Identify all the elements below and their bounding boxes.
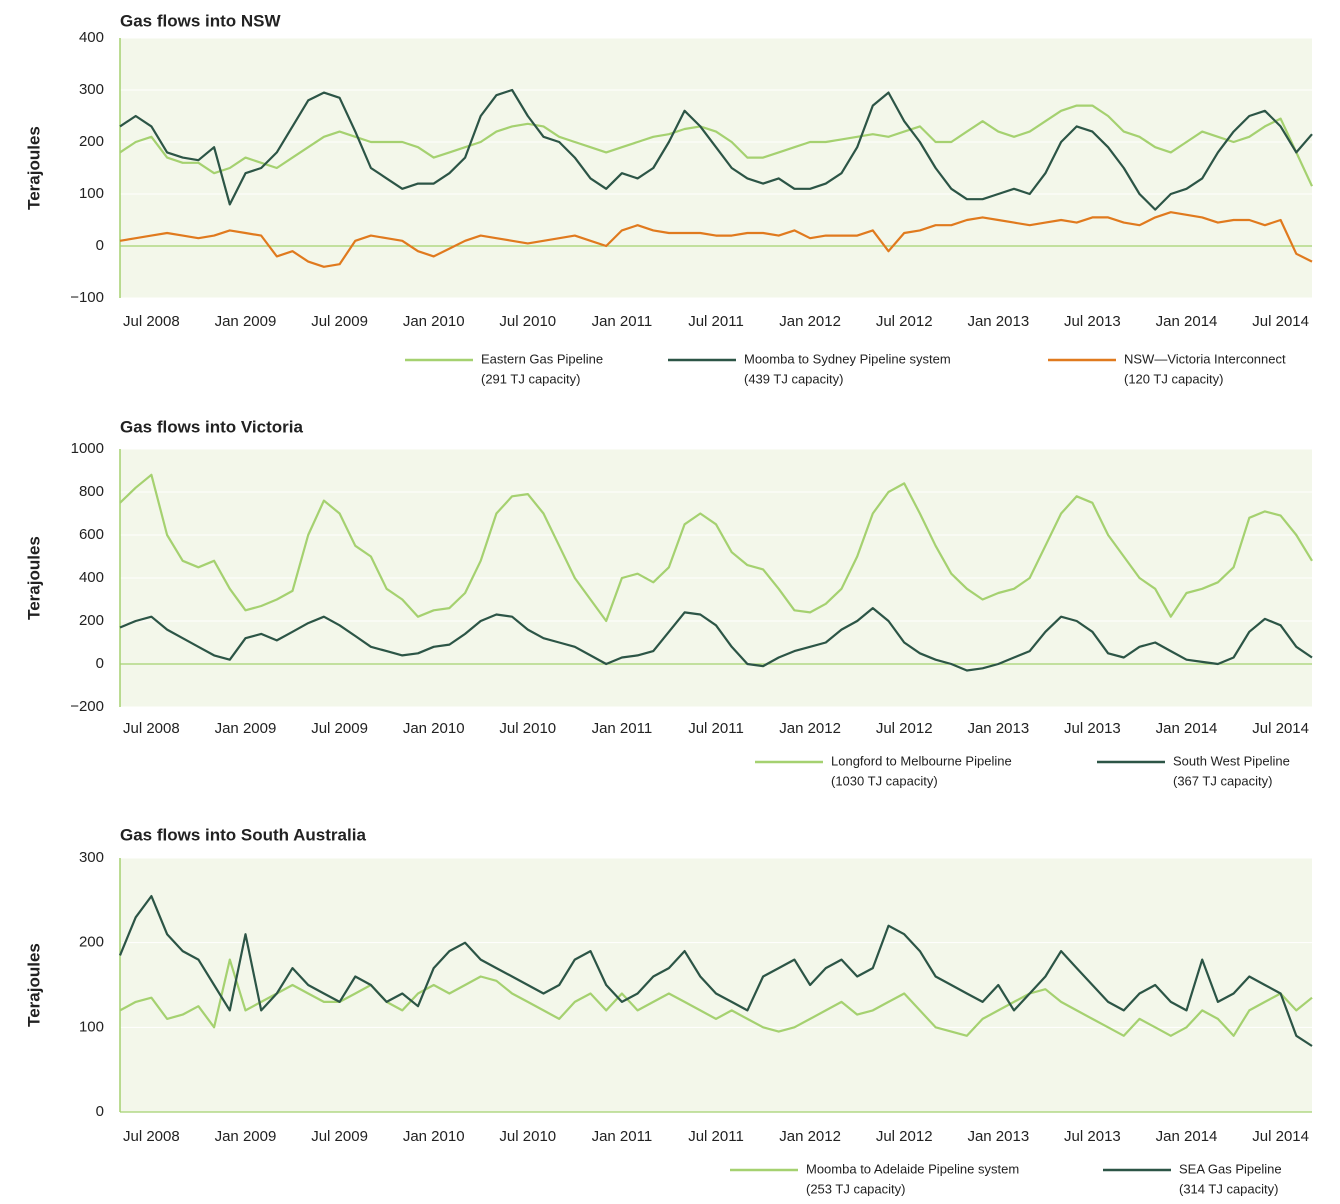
y-tick-label: 100 (79, 1018, 104, 1035)
x-tick-label: Jul 2010 (499, 720, 556, 737)
y-axis-title: Terajoules (24, 943, 43, 1027)
x-tick-label: Jul 2009 (311, 313, 368, 330)
y-tick-label: 0 (96, 1103, 104, 1120)
x-tick-label: Jul 2009 (311, 1128, 368, 1145)
x-tick-label: Jan 2011 (592, 313, 653, 330)
x-tick-label: Jan 2009 (215, 1128, 277, 1145)
y-tick-label: 100 (79, 185, 104, 202)
legend-capacity: (253 TJ capacity) (806, 1181, 905, 1196)
y-tick-label: 800 (79, 483, 104, 500)
x-tick-label: Jul 2014 (1252, 720, 1309, 737)
y-tick-label: −200 (70, 698, 104, 715)
series-line (119, 607, 1313, 672)
series-line (118, 895, 1313, 1047)
y-tick-label: 400 (79, 569, 104, 586)
x-tick-label: Jul 2013 (1064, 313, 1121, 330)
x-tick-label: Jan 2009 (215, 313, 277, 330)
x-tick-label: Jul 2012 (876, 1128, 933, 1145)
x-tick-label: Jan 2013 (967, 313, 1029, 330)
x-tick-label: Jan 2013 (967, 720, 1029, 737)
y-tick-label: 0 (96, 655, 104, 672)
series-line (119, 88, 1313, 211)
y-tick-label: 400 (79, 29, 104, 46)
y-axis-title: Terajoules (24, 126, 43, 210)
legend-label: Moomba to Adelaide Pipeline system (806, 1161, 1019, 1176)
legend-capacity: (314 TJ capacity) (1179, 1181, 1278, 1196)
chart-title: Gas flows into NSW (120, 11, 282, 30)
x-tick-label: Jan 2014 (1156, 720, 1218, 737)
legend-label: NSW—Victoria Interconnect (1124, 351, 1286, 366)
x-tick-label: Jan 2011 (592, 720, 653, 737)
series-line (119, 211, 1313, 268)
x-tick-label: Jul 2009 (311, 720, 368, 737)
x-tick-label: Jul 2014 (1252, 313, 1309, 330)
legend-capacity: (367 TJ capacity) (1173, 773, 1272, 788)
legend-label: Eastern Gas Pipeline (481, 351, 603, 366)
series-line (119, 104, 1313, 187)
y-tick-label: 300 (79, 81, 104, 98)
plot-area (120, 858, 1312, 1112)
chart-title: Gas flows into South Australia (120, 825, 366, 844)
legend-label: South West Pipeline (1173, 753, 1290, 768)
y-tick-label: 1000 (71, 440, 104, 457)
x-tick-label: Jul 2008 (123, 313, 180, 330)
y-tick-label: 600 (79, 526, 104, 543)
legend-capacity: (1030 TJ capacity) (831, 773, 938, 788)
legend-capacity: (291 TJ capacity) (481, 371, 580, 386)
y-tick-label: 300 (79, 849, 104, 866)
series-line (119, 958, 1313, 1037)
y-tick-label: 0 (96, 237, 104, 254)
x-tick-label: Jan 2013 (967, 1128, 1029, 1145)
y-tick-label: 200 (79, 934, 104, 951)
x-tick-label: Jul 2010 (499, 313, 556, 330)
x-tick-label: Jan 2014 (1156, 1128, 1218, 1145)
plot-area (120, 38, 1312, 298)
x-tick-label: Jul 2011 (688, 720, 744, 737)
x-tick-label: Jan 2010 (403, 313, 465, 330)
x-tick-label: Jan 2012 (779, 313, 841, 330)
x-tick-label: Jul 2008 (123, 720, 180, 737)
x-tick-label: Jan 2010 (403, 1128, 465, 1145)
legend-label: Moomba to Sydney Pipeline system (744, 351, 951, 366)
y-tick-label: −100 (70, 289, 104, 306)
x-tick-label: Jul 2014 (1252, 1128, 1309, 1145)
x-tick-label: Jul 2010 (499, 1128, 556, 1145)
y-tick-label: 200 (79, 612, 104, 629)
legend-label: Longford to Melbourne Pipeline (831, 753, 1012, 768)
y-tick-label: 200 (79, 133, 104, 150)
x-tick-label: Jul 2011 (688, 1128, 744, 1145)
x-tick-label: Jul 2013 (1064, 1128, 1121, 1145)
series-line (119, 473, 1313, 623)
x-tick-label: Jan 2012 (779, 720, 841, 737)
x-tick-label: Jul 2012 (876, 720, 933, 737)
x-tick-label: Jan 2014 (1156, 313, 1218, 330)
x-tick-label: Jul 2012 (876, 313, 933, 330)
x-tick-label: Jan 2011 (592, 1128, 653, 1145)
x-tick-label: Jul 2013 (1064, 720, 1121, 737)
legend-capacity: (439 TJ capacity) (744, 371, 843, 386)
x-tick-label: Jan 2012 (779, 1128, 841, 1145)
legend-label: SEA Gas Pipeline (1179, 1161, 1282, 1176)
x-tick-label: Jul 2008 (123, 1128, 180, 1145)
legend-capacity: (120 TJ capacity) (1124, 371, 1223, 386)
x-tick-label: Jan 2010 (403, 720, 465, 737)
chart-title: Gas flows into Victoria (120, 417, 303, 436)
x-tick-label: Jul 2011 (688, 313, 744, 330)
x-tick-label: Jan 2009 (215, 720, 277, 737)
y-axis-title: Terajoules (24, 536, 43, 620)
